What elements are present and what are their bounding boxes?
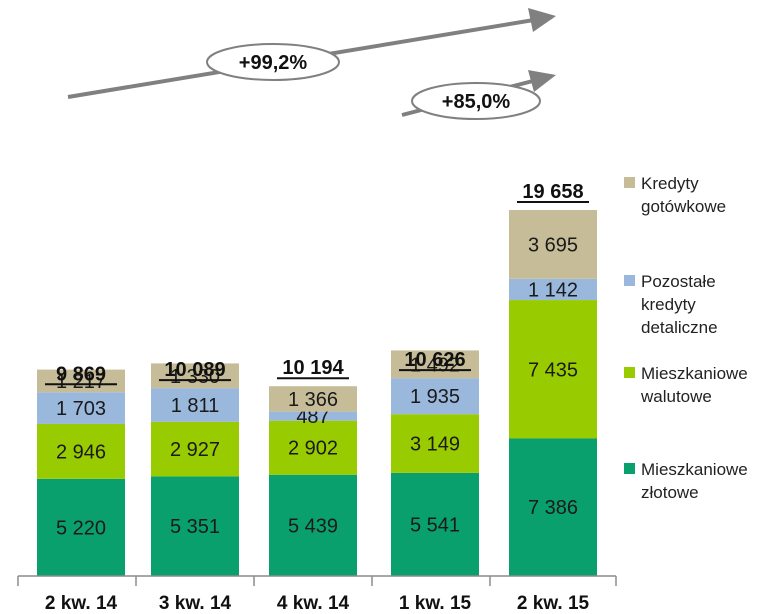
bar-segment-fx-mortgage	[269, 420, 357, 475]
total-label: 19 658	[522, 181, 583, 203]
legend-item-other-retail: Pozostałe kredyty detaliczne	[624, 270, 761, 339]
bar-segment-pln-mortgage	[391, 472, 479, 576]
growth-annotations: +99,2% +85,0%	[67, 8, 556, 120]
bar-segment-fx-mortgage	[151, 421, 239, 477]
bar-segment-fx-mortgage	[509, 300, 597, 439]
legend-label-pln-mortgage-line2: złotowe	[641, 483, 699, 502]
legend-item-pln-mortgage: Mieszkaniowe złotowe	[624, 458, 761, 504]
bar-segment-cash-loans	[269, 386, 357, 412]
data-label-other-retail: 1 935	[410, 386, 460, 408]
data-label-fx-mortgage: 3 149	[410, 434, 460, 456]
bar-segment-pln-mortgage	[269, 474, 357, 576]
data-label-pln-mortgage: 5 220	[56, 517, 106, 539]
growth-arrowhead-total	[528, 8, 556, 32]
total-label: 10 626	[404, 349, 465, 371]
growth-label-total: +99,2%	[239, 52, 308, 74]
legend-item-fx-mortgage: Mieszkaniowe walutowe	[624, 362, 761, 408]
data-label-other-retail: 1 811	[171, 395, 220, 417]
bar-segment-cash-loans	[509, 210, 597, 279]
data-label-pln-mortgage: 5 351	[170, 516, 220, 538]
total-label: 9 869	[56, 363, 106, 385]
bar-segment-fx-mortgage	[391, 414, 479, 473]
x-axis: 2 kw. 14 3 kw. 14 4 kw. 14 1 kw. 15 2 kw. 15	[17, 575, 617, 614]
legend-label-fx-mortgage-line2: walutowe	[641, 387, 712, 406]
x-tick-label: 2 kw. 15	[517, 593, 590, 614]
legend-label-cash-loans-line2: gotówkowe	[641, 197, 727, 216]
x-tick-label: 4 kw. 14	[277, 593, 350, 614]
data-label-pln-mortgage: 7 386	[528, 497, 578, 519]
growth-arrowhead-mortgage	[528, 70, 556, 92]
x-tick-label: 3 kw. 14	[159, 593, 232, 614]
data-label-other-retail: 1 142	[528, 279, 578, 301]
growth-label-mortgage: +85,0%	[442, 91, 511, 113]
legend-item-cash-loans: Kredyty gotówkowe	[624, 172, 761, 218]
bar-segment-fx-mortgage	[37, 423, 125, 479]
legend-swatch-other-retail	[624, 275, 635, 286]
legend-swatch-cash-loans	[624, 177, 635, 188]
data-label-fx-mortgage: 2 902	[288, 438, 338, 460]
x-tick-label: 2 kw. 14	[45, 593, 118, 614]
data-label-cash-loans: 1 217	[56, 371, 106, 393]
bar-segment-pln-mortgage	[151, 476, 239, 576]
legend-label-cash-loans-line1: Kredyty	[641, 174, 699, 193]
data-label-cash-loans: 1 366	[288, 389, 338, 411]
bar-segment-other-retail	[151, 388, 239, 422]
legend-label-other-retail-line2: kredyty	[641, 295, 696, 314]
data-label-fx-mortgage: 7 435	[528, 359, 578, 381]
legend-swatch-pln-mortgage	[624, 463, 635, 474]
growth-badge-mortgage	[411, 82, 541, 120]
data-label-pln-mortgage: 5 439	[288, 515, 338, 537]
data-label-other-retail: 487	[296, 406, 329, 428]
total-label: 10 194	[282, 357, 344, 379]
data-label-pln-mortgage: 5 541	[410, 514, 460, 536]
legend-swatch-fx-mortgage	[624, 367, 635, 378]
data-label-fx-mortgage: 2 927	[170, 439, 220, 461]
bar-segment-other-retail	[509, 278, 597, 301]
bar-segment-other-retail	[269, 411, 357, 421]
legend-label-pln-mortgage-line1: Mieszkaniowe	[641, 460, 748, 479]
bar-segment-other-retail	[37, 392, 125, 424]
data-label-other-retail: 1 703	[56, 398, 106, 420]
x-tick-label: 1 kw. 15	[399, 593, 472, 614]
data-label-fx-mortgage: 2 946	[56, 441, 106, 463]
bar-segment-other-retail	[391, 378, 479, 415]
total-label: 10 089	[164, 359, 225, 381]
legend-label-other-retail-line1: Pozostałe	[641, 272, 716, 291]
data-label-cash-loans: 1 330	[170, 366, 220, 388]
legend-label-fx-mortgage-line1: Mieszkaniowe	[641, 364, 748, 383]
bar-segment-cash-loans	[391, 350, 479, 379]
bar-segment-cash-loans	[151, 363, 239, 389]
bar-segment-pln-mortgage	[37, 478, 125, 576]
bar-segment-pln-mortgage	[509, 438, 597, 576]
legend-label-other-retail-line3: detaliczne	[641, 318, 718, 337]
data-label-cash-loans: 3 695	[528, 234, 578, 256]
growth-badge-total	[206, 43, 340, 81]
bar-segment-cash-loans	[37, 369, 125, 393]
